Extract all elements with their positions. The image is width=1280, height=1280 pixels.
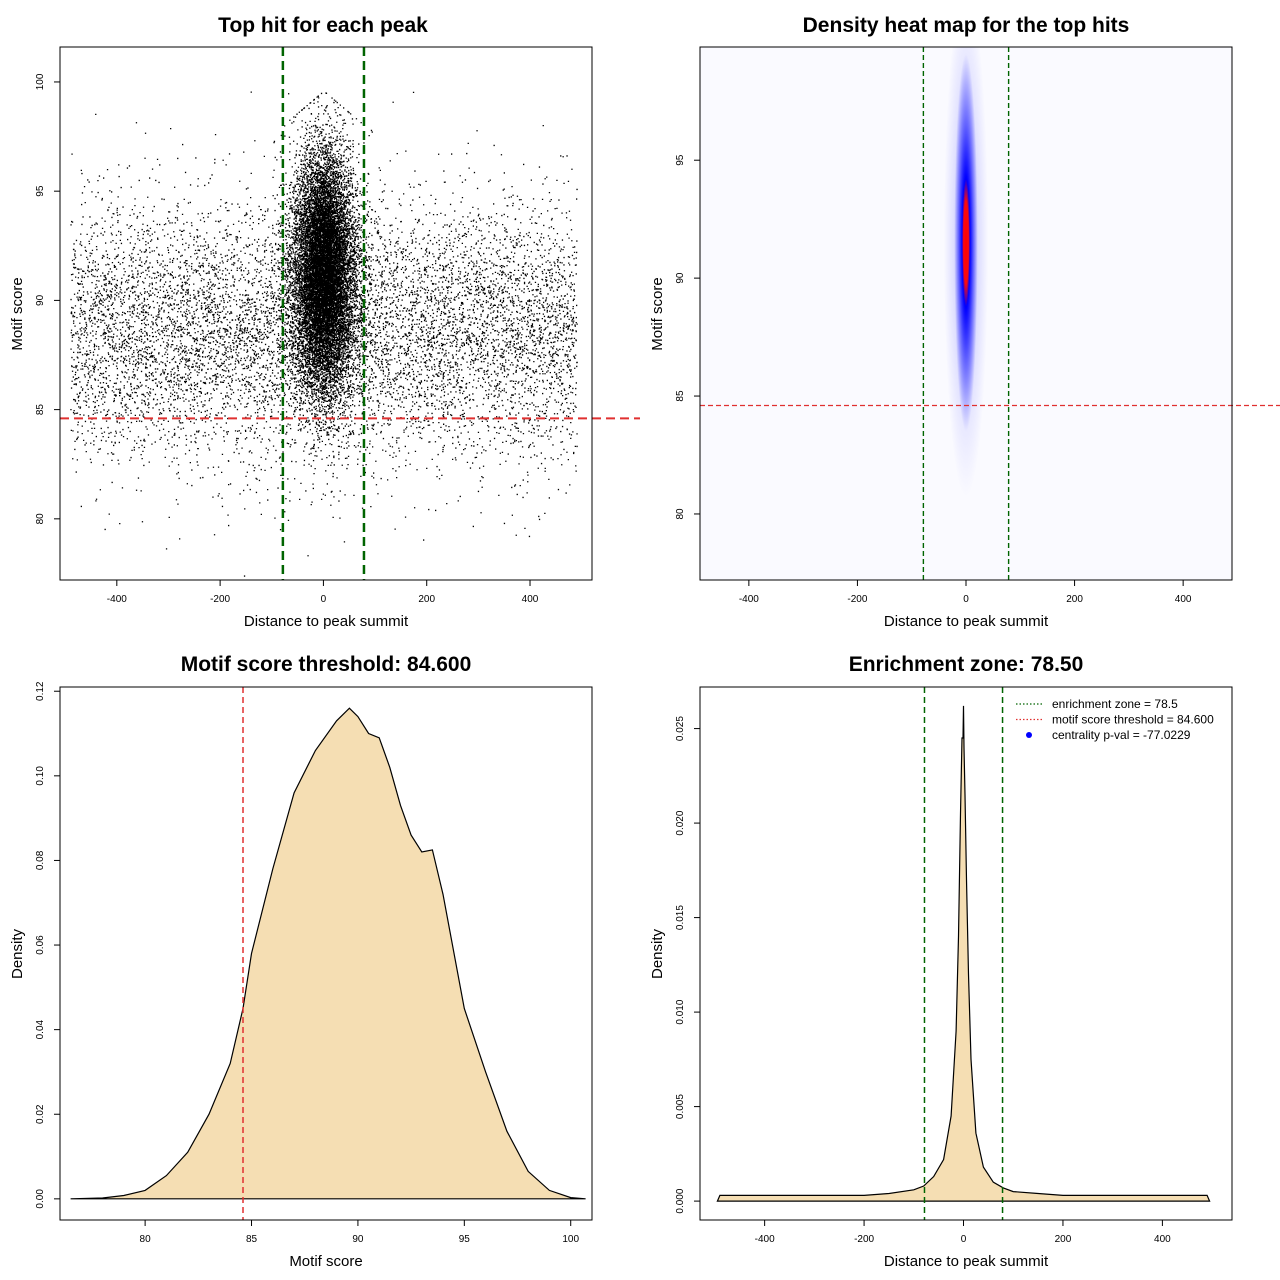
x-tick-label: 400	[1175, 594, 1192, 605]
x-tick-label: 0	[963, 594, 969, 605]
y-tick-label: 0.015	[675, 905, 686, 930]
legend-entry: centrality p-val = -77.0229	[1052, 728, 1191, 742]
axes: -400 -200 0 200 400 80 85 90 95	[675, 154, 1192, 605]
x-tick-label: 200	[1066, 594, 1083, 605]
axes: 80 85 90 95 100 0.00 0.02 0.04 0.06 0.08 0.10 0.12	[35, 681, 579, 1245]
x-tick-label: 200	[418, 594, 435, 605]
heatmap-hotspot	[954, 54, 978, 432]
y-tick-label: 85	[35, 404, 46, 416]
y-axis-label: Density	[649, 928, 666, 979]
y-tick-label: 0.04	[35, 1019, 46, 1039]
x-tick-label: 90	[352, 1234, 364, 1245]
y-tick-label: 0.06	[35, 935, 46, 955]
x-tick-label: -200	[847, 594, 867, 605]
y-tick-label: 95	[675, 154, 686, 166]
legend-entry: enrichment zone = 78.5	[1052, 697, 1178, 711]
y-tick-label: 0.02	[35, 1104, 46, 1124]
y-tick-label: 0.020	[675, 810, 686, 835]
reference-lines	[700, 47, 1280, 580]
heatmap-panel: Density heat map for the top hits -400 -2…	[649, 14, 1280, 630]
x-tick-label: 200	[1055, 1234, 1072, 1245]
x-tick-label: 100	[562, 1234, 579, 1245]
y-tick-label: 90	[675, 272, 686, 284]
x-tick-label: 400	[522, 594, 539, 605]
y-tick-label: 0.010	[675, 999, 686, 1024]
y-tick-label: 0.000	[675, 1188, 686, 1213]
y-tick-label: 80	[675, 508, 686, 520]
reference-lines	[60, 47, 640, 580]
y-tick-label: 0.00	[35, 1189, 46, 1209]
y-tick-label: 0.10	[35, 766, 46, 786]
scatter-panel: Top hit for each peak -400 -200 0 200 400 80 8…	[9, 14, 640, 630]
x-tick-label: -200	[854, 1234, 874, 1245]
scatter-points	[70, 91, 578, 577]
y-tick-label: 90	[35, 294, 46, 306]
legend-entry: motif score threshold = 84.600	[1052, 713, 1214, 727]
legend-dot-marker	[1026, 732, 1032, 738]
distance-density-panel: Enrichment zone: 78.50 -400 -200 0 200 400 0.…	[649, 653, 1233, 1270]
y-tick-label: 0.08	[35, 850, 46, 870]
x-tick-label: 0	[961, 1234, 967, 1245]
chart-title: Density heat map for the top hits	[803, 14, 1130, 37]
x-axis-label: Distance to peak summit	[884, 613, 1049, 630]
y-axis-label: Density	[9, 928, 26, 979]
y-tick-label: 0.12	[35, 681, 46, 701]
y-tick-label: 80	[35, 513, 46, 525]
scatter-point-cloud	[70, 91, 578, 577]
x-tick-label: 80	[140, 1234, 152, 1245]
score-density-panel: Motif score threshold: 84.600 80 85 90 95 10…	[9, 653, 593, 1270]
x-axis-label: Distance to peak summit	[884, 1253, 1049, 1270]
density-curve	[70, 707, 586, 1200]
x-tick-label: -400	[755, 1234, 775, 1245]
axes: -400 -200 0 200 400 0.000 0.005 0.010 0.015 0.020…	[675, 716, 1171, 1245]
x-tick-label: 85	[246, 1234, 258, 1245]
y-tick-label: 85	[675, 390, 686, 402]
x-axis-label: Distance to peak summit	[244, 613, 409, 630]
density-curve	[716, 705, 1211, 1202]
x-tick-label: 400	[1154, 1234, 1171, 1245]
y-tick-label: 0.005	[675, 1094, 686, 1119]
chart-title: Enrichment zone: 78.50	[849, 653, 1084, 676]
x-tick-label: 0	[321, 594, 327, 605]
chart-title: Motif score threshold: 84.600	[181, 653, 472, 676]
y-tick-label: 100	[35, 73, 46, 90]
y-axis-label: Motif score	[649, 277, 666, 350]
x-axis-label: Motif score	[289, 1253, 362, 1270]
legend: enrichment zone = 78.5 motif score thresh…	[1016, 697, 1214, 742]
x-tick-label: 95	[459, 1234, 471, 1245]
x-tick-label: -400	[107, 594, 127, 605]
axes: -400 -200 0 200 400 80 85 90 95 100	[35, 73, 539, 605]
x-tick-label: -400	[739, 594, 759, 605]
y-axis-label: Motif score	[9, 277, 26, 350]
x-tick-label: -200	[210, 594, 230, 605]
y-tick-label: 0.025	[675, 716, 686, 741]
reference-lines	[923, 687, 1004, 1220]
chart-title: Top hit for each peak	[218, 14, 428, 37]
y-tick-label: 95	[35, 185, 46, 197]
